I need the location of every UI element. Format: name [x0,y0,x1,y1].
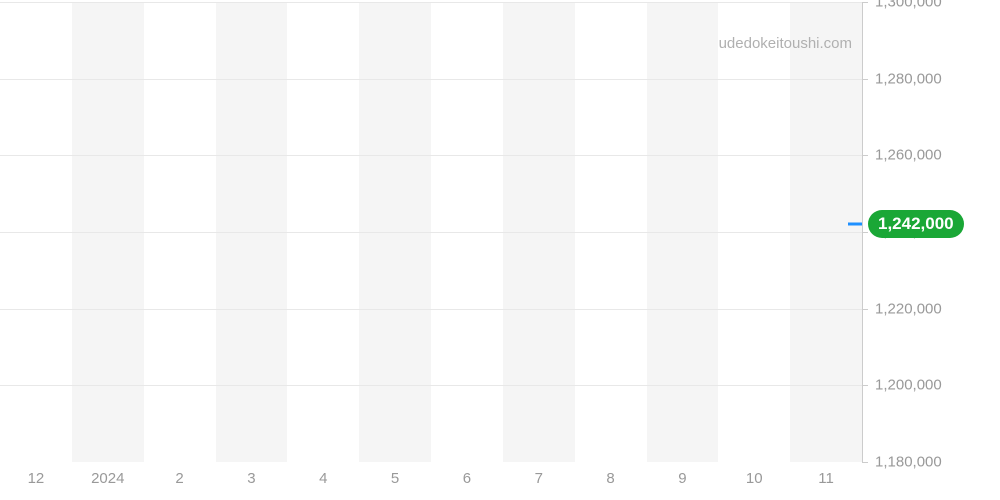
x-axis-label: 3 [247,470,255,487]
gridline [0,385,862,386]
gridline [0,309,862,310]
x-axis-label: 8 [606,470,614,487]
y-tick [862,2,868,3]
y-tick [862,309,868,310]
gridline [0,232,862,233]
x-axis-label: 6 [463,470,471,487]
x-axis-label: 5 [391,470,399,487]
y-tick [862,79,868,80]
x-axis-label: 7 [535,470,543,487]
current-value-badge: 1,242,000 [868,210,964,238]
gridline [0,79,862,80]
y-tick [862,385,868,386]
gridline [0,155,862,156]
x-axis-label: 4 [319,470,327,487]
plot-area [0,2,862,462]
x-axis-label: 12 [28,470,45,487]
y-tick [862,462,868,463]
x-axis-label: 2024 [91,470,124,487]
y-tick [862,155,868,156]
y-axis-label: 1,200,000 [875,377,942,394]
y-axis-label: 1,260,000 [875,147,942,164]
y-tick [862,232,868,233]
x-axis-label: 11 [818,470,834,487]
watermark: udedokeitoushi.com [719,35,852,52]
y-axis-label: 1,180,000 [875,454,942,471]
x-axis-label: 2 [175,470,183,487]
y-axis-label: 1,280,000 [875,70,942,87]
x-axis-label: 9 [678,470,686,487]
y-axis-label: 1,220,000 [875,300,942,317]
current-value-marker [848,223,862,226]
gridline [0,2,862,3]
price-chart: udedokeitoushi.com 1,180,000 1,200,000 1,2… [0,0,1000,500]
y-axis-label: 1,300,000 [875,0,942,11]
x-axis-label: 10 [746,470,763,487]
